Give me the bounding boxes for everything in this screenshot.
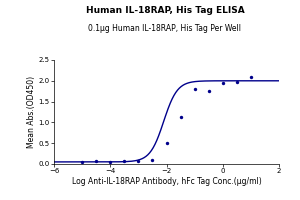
Point bbox=[108, 160, 113, 163]
Point bbox=[122, 159, 127, 163]
Text: 0.1μg Human IL-18RAP, His Tag Per Well: 0.1μg Human IL-18RAP, His Tag Per Well bbox=[88, 24, 242, 33]
Point bbox=[192, 88, 197, 91]
Point bbox=[220, 81, 225, 84]
X-axis label: Log Anti-IL-18RAP Antibody, hFc Tag Conc.(μg/ml): Log Anti-IL-18RAP Antibody, hFc Tag Conc… bbox=[72, 177, 261, 186]
Point bbox=[80, 160, 85, 163]
Point bbox=[94, 159, 99, 163]
Point bbox=[248, 75, 253, 78]
Point bbox=[164, 142, 169, 145]
Point bbox=[136, 159, 141, 162]
Y-axis label: Mean Abs.(OD450): Mean Abs.(OD450) bbox=[27, 76, 36, 148]
Point bbox=[178, 115, 183, 118]
Point bbox=[206, 90, 211, 93]
Point bbox=[234, 80, 239, 84]
Point bbox=[150, 158, 155, 161]
Text: Human IL-18RAP, His Tag ELISA: Human IL-18RAP, His Tag ELISA bbox=[85, 6, 244, 15]
